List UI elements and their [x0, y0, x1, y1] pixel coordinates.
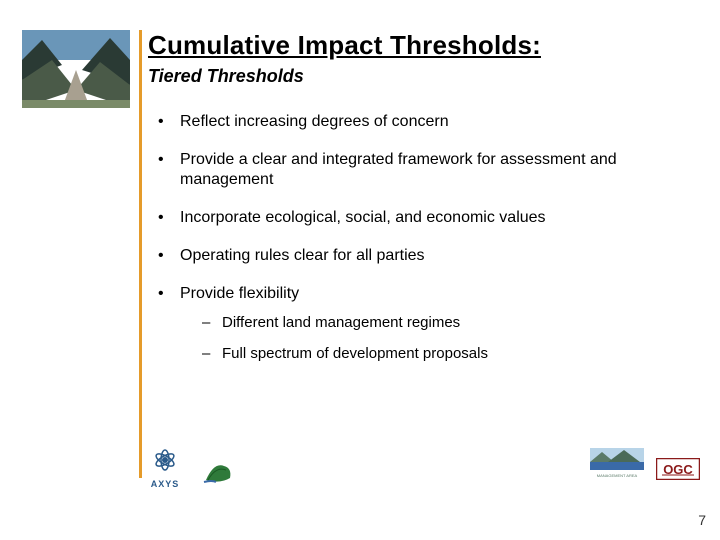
leaf-logo — [202, 456, 238, 489]
sub-bullet-list: Different land management regimes Full s… — [202, 314, 698, 364]
logos-left: AXYS — [148, 448, 238, 489]
sub-bullet-item: Full spectrum of development proposals — [202, 345, 698, 364]
header-photo — [22, 30, 130, 108]
logos-right: MANAGEMENT AREA OGC — [590, 448, 700, 485]
bullet-text: Reflect increasing degrees of concern — [180, 113, 449, 130]
page-subtitle: Tiered Thresholds — [148, 66, 304, 87]
vertical-divider — [139, 30, 142, 478]
svg-text:MANAGEMENT AREA: MANAGEMENT AREA — [597, 473, 638, 478]
page-number: 7 — [698, 512, 706, 528]
slide: Cumulative Impact Thresholds: Tiered Thr… — [0, 0, 720, 540]
bullet-item: Provide flexibility Different land manag… — [158, 284, 698, 364]
sub-bullet-item: Different land management regimes — [202, 314, 698, 333]
sub-bullet-text: Full spectrum of development proposals — [222, 345, 488, 362]
bullet-item: Operating rules clear for all parties — [158, 246, 698, 266]
sub-bullet-text: Different land management regimes — [222, 314, 460, 331]
page-title: Cumulative Impact Thresholds: — [148, 30, 541, 61]
bullet-item: Incorporate ecological, social, and econ… — [158, 208, 698, 228]
landscape-logo: MANAGEMENT AREA — [590, 448, 644, 485]
bullet-item: Provide a clear and integrated framework… — [158, 150, 698, 190]
bullet-text: Incorporate ecological, social, and econ… — [180, 209, 546, 226]
axys-logo: AXYS — [148, 448, 182, 489]
bullet-text: Provide a clear and integrated framework… — [180, 151, 617, 188]
axys-label: AXYS — [148, 479, 182, 489]
bullet-text: Operating rules clear for all parties — [180, 247, 425, 264]
bullet-text: Provide flexibility — [180, 285, 299, 302]
bullet-list: Reflect increasing degrees of concern Pr… — [158, 112, 698, 382]
bullet-item: Reflect increasing degrees of concern — [158, 112, 698, 132]
ogc-logo: OGC — [656, 458, 700, 485]
